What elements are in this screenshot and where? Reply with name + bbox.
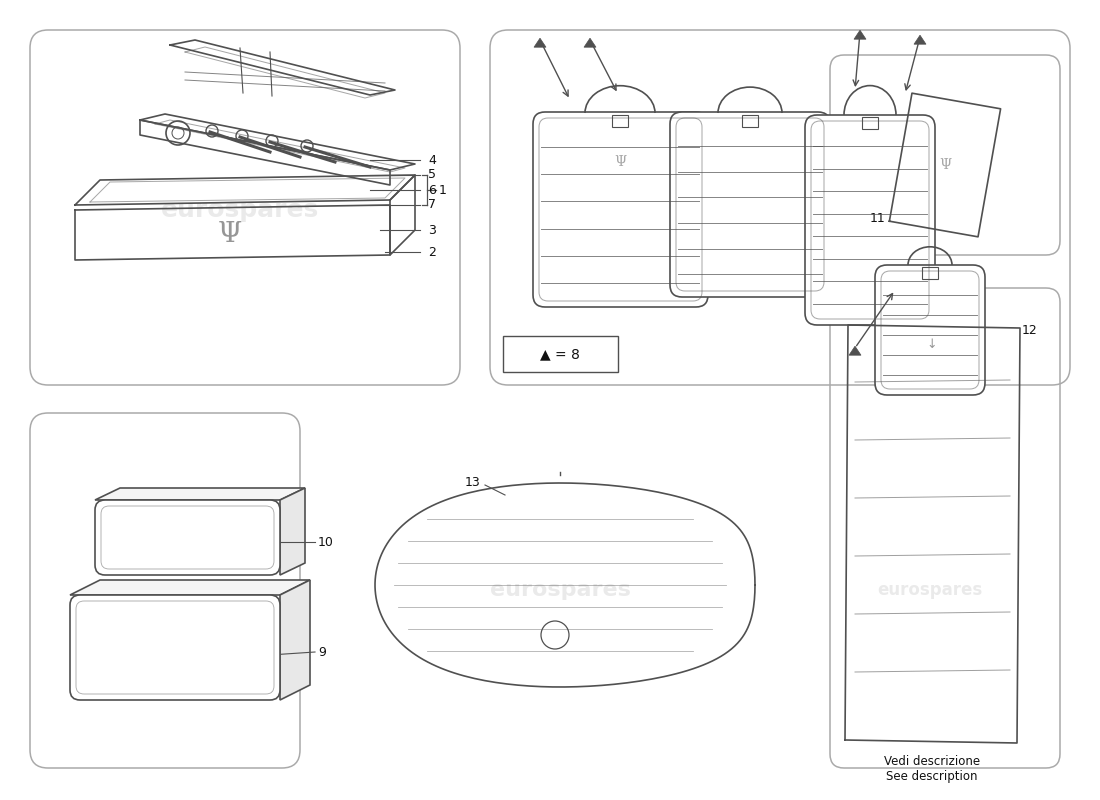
Text: 3: 3 [428,223,436,237]
Polygon shape [280,580,310,700]
Text: Ψ: Ψ [614,155,626,169]
Text: 11: 11 [870,211,886,225]
FancyBboxPatch shape [805,115,935,325]
Text: Ψ: Ψ [218,222,242,249]
Text: Vedi descrizione
See description: Vedi descrizione See description [884,755,980,783]
Text: 13: 13 [464,475,480,489]
FancyBboxPatch shape [70,595,280,700]
Text: eurospares: eurospares [98,581,222,599]
Polygon shape [854,30,866,39]
Text: 4: 4 [428,154,436,166]
Text: 12: 12 [1022,323,1037,337]
Text: ↓: ↓ [926,338,937,351]
Text: 1: 1 [439,183,447,197]
Text: 6: 6 [428,183,436,197]
Text: eurospares: eurospares [878,581,982,599]
Text: 2: 2 [428,246,436,258]
FancyBboxPatch shape [874,265,984,395]
FancyBboxPatch shape [670,112,830,297]
Text: eurospares: eurospares [610,198,769,222]
Text: eurospares: eurospares [161,198,319,222]
FancyBboxPatch shape [534,112,708,307]
Polygon shape [70,580,310,595]
Text: 5: 5 [428,169,436,182]
Text: Ψ: Ψ [939,158,952,172]
Text: eurospares: eurospares [490,580,630,600]
Polygon shape [280,488,305,575]
Text: ▲ = 8: ▲ = 8 [540,347,580,361]
Polygon shape [534,38,546,47]
Polygon shape [584,38,596,47]
Text: 10: 10 [318,535,334,549]
Polygon shape [849,346,861,355]
Polygon shape [914,35,926,44]
Text: 9: 9 [318,646,326,658]
FancyBboxPatch shape [95,500,280,575]
Polygon shape [95,488,305,500]
Text: 7: 7 [428,198,436,211]
